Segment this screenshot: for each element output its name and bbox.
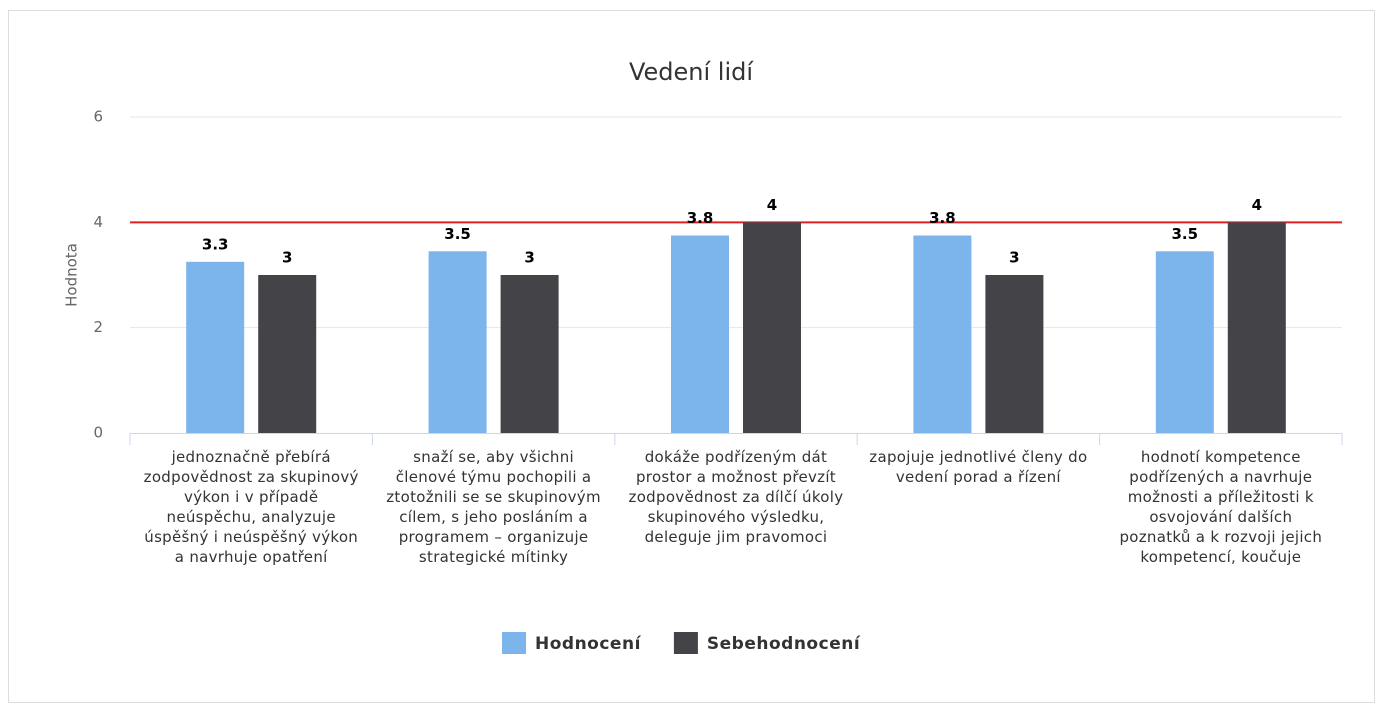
data-label: 3 xyxy=(1009,249,1019,267)
data-label: 3.3 xyxy=(202,235,229,253)
bar xyxy=(258,275,317,433)
x-tick-label: zapojuje jednotlivé členy do vedení pora… xyxy=(869,448,1088,486)
y-axis-label: Hodnota xyxy=(63,243,81,307)
y-tick-label: 0 xyxy=(93,424,103,442)
x-tick-label: snaží se, aby všichni členové týmu pocho… xyxy=(386,448,601,566)
bar xyxy=(913,235,972,433)
legend-swatch xyxy=(502,632,526,654)
bar xyxy=(985,275,1044,433)
bar xyxy=(1155,251,1214,433)
data-label: 4 xyxy=(1252,196,1262,214)
data-label: 3.8 xyxy=(929,209,956,227)
legend-label: Sebehodnocení xyxy=(707,634,861,654)
data-label: 3 xyxy=(282,249,292,267)
bar xyxy=(743,222,801,433)
y-tick-label: 6 xyxy=(93,108,103,126)
data-label: 4 xyxy=(767,196,777,214)
bar xyxy=(500,275,559,433)
bar xyxy=(186,261,245,433)
y-tick-label: 4 xyxy=(93,213,103,231)
bar xyxy=(1227,222,1286,433)
x-tick-label: jednoznačně přebírá zodpovědnost za skup… xyxy=(143,448,359,566)
legend-swatch xyxy=(673,632,698,654)
data-label: 3.5 xyxy=(1172,225,1199,243)
x-tick-label: hodnotí kompetence podřízených a navrhuj… xyxy=(1119,448,1323,566)
x-tick-label: dokáže podřízeným dát prostor a možnost … xyxy=(628,448,844,546)
data-label: 3.5 xyxy=(444,225,471,243)
data-label: 3.8 xyxy=(687,209,714,227)
data-label: 3 xyxy=(524,249,534,267)
legend-label: Hodnocení xyxy=(535,634,642,654)
bar xyxy=(428,251,487,433)
chart-title: Vedení lidí xyxy=(629,58,754,86)
bar xyxy=(671,235,729,433)
y-tick-label: 2 xyxy=(93,318,103,336)
